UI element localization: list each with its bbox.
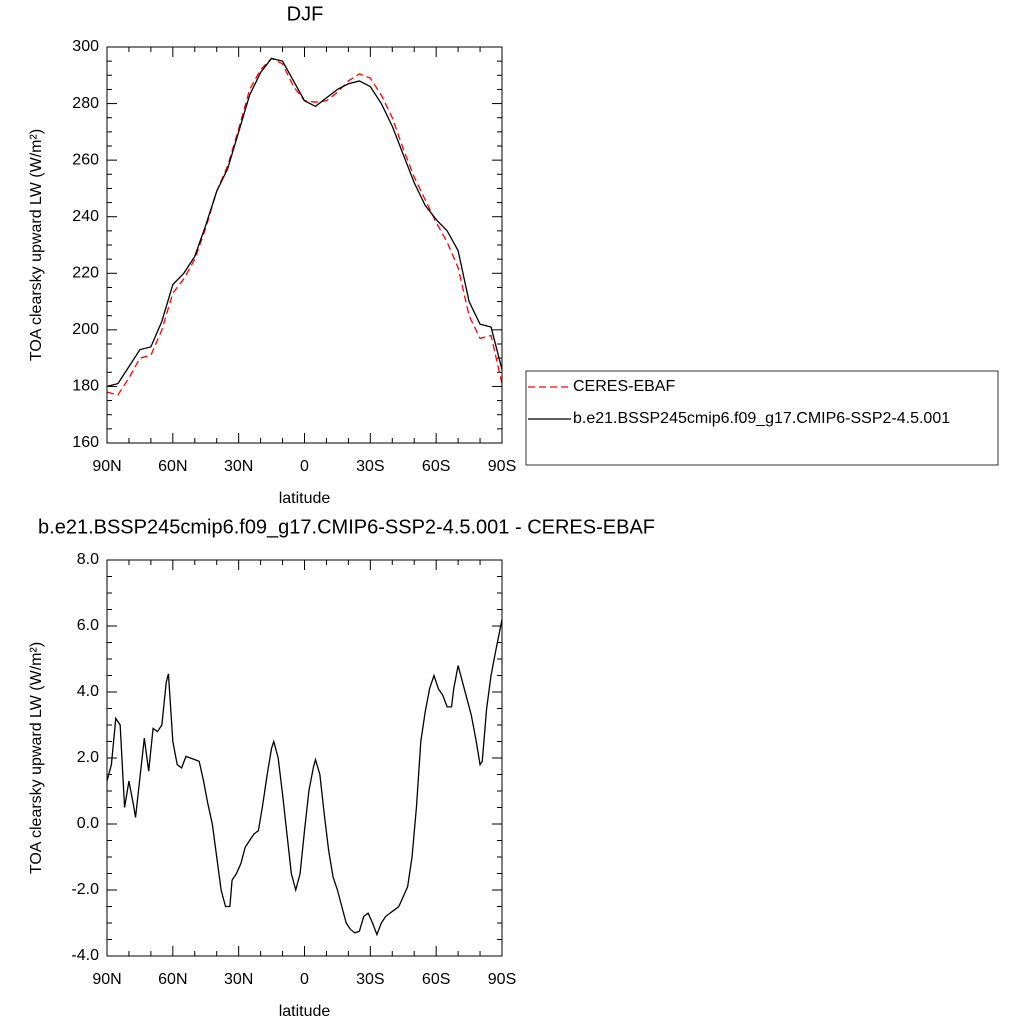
x-tick-label: 60S <box>422 971 450 988</box>
x-tick-label: 0 <box>300 458 309 475</box>
y-tick-label: 300 <box>72 38 99 55</box>
x-axis-label: latitude <box>279 490 331 507</box>
data-line <box>106 57 503 388</box>
x-tick-label: 30S <box>356 971 384 988</box>
x-tick-label: 90N <box>92 458 121 475</box>
legend-label: b.e21.BSSP245cmip6.f09_g17.CMIP6-SSP2-4.… <box>573 410 950 427</box>
y-axis-label: TOA clearsky upward LW (W/m²) <box>28 129 45 361</box>
y-tick-label: 4.0 <box>77 683 99 700</box>
legend-box <box>525 370 999 466</box>
plot-frame <box>106 559 503 957</box>
y-tick-label: 280 <box>72 95 99 112</box>
x-tick-label: 90S <box>488 458 516 475</box>
x-tick-label: 60S <box>422 458 450 475</box>
chart-title: b.e21.BSSP245cmip6.f09_g17.CMIP6-SSP2-4.… <box>38 516 655 538</box>
y-tick-label: 260 <box>72 151 99 168</box>
y-tick-label: -4.0 <box>71 947 99 964</box>
y-tick-label: 6.0 <box>77 617 99 634</box>
x-tick-label: 30S <box>356 458 384 475</box>
legend-label: CERES-EBAF <box>573 378 675 395</box>
y-axis-label: TOA clearsky upward LW (W/m²) <box>28 642 45 874</box>
y-tick-label: 8.0 <box>77 551 99 568</box>
x-tick-label: 30N <box>224 458 253 475</box>
y-tick-label: 0.0 <box>77 815 99 832</box>
x-tick-label: 90S <box>488 971 516 988</box>
x-tick-label: 90N <box>92 971 121 988</box>
chart-title: DJF <box>287 3 324 25</box>
data-line <box>106 619 503 937</box>
x-tick-label: 60N <box>158 971 187 988</box>
x-tick-label: 30N <box>224 971 253 988</box>
x-axis-label: latitude <box>279 1003 331 1020</box>
y-tick-label: 200 <box>72 321 99 338</box>
y-tick-label: 2.0 <box>77 749 99 766</box>
x-tick-label: 60N <box>158 458 187 475</box>
x-tick-label: 0 <box>300 971 309 988</box>
y-tick-label: 160 <box>72 434 99 451</box>
y-tick-label: 220 <box>72 265 99 282</box>
y-tick-label: 240 <box>72 208 99 225</box>
y-tick-label: 180 <box>72 378 99 395</box>
plot-frame <box>106 46 503 444</box>
y-tick-label: -2.0 <box>71 881 99 898</box>
